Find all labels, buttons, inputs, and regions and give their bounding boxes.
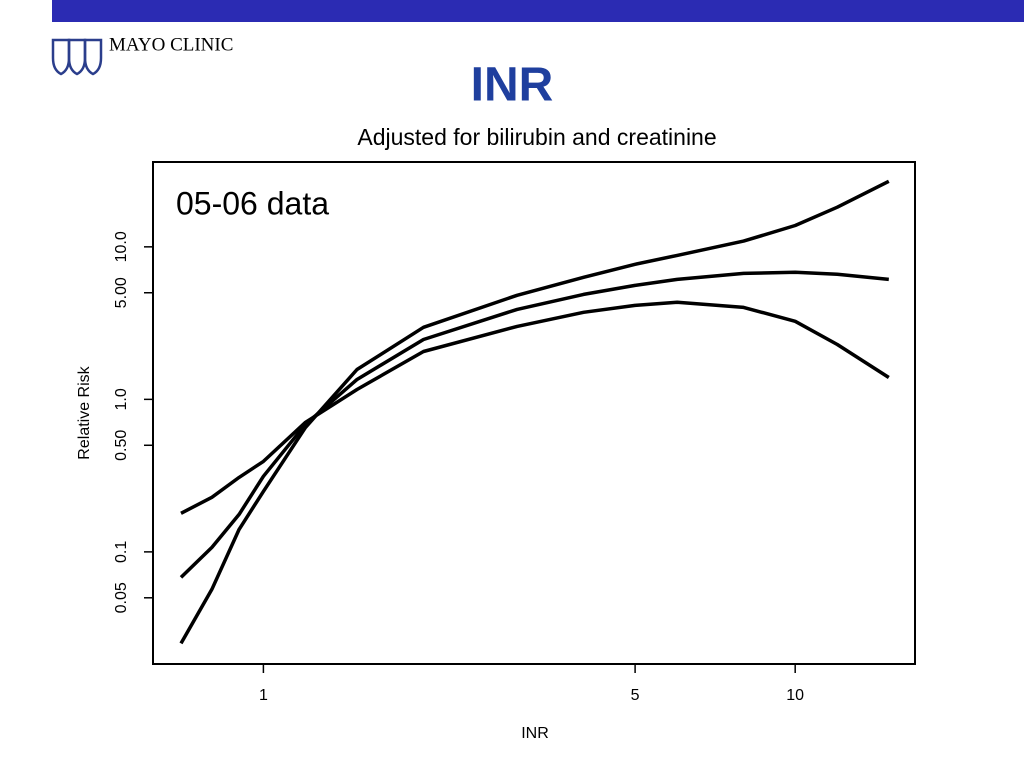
top-bar <box>52 0 1024 22</box>
logo-mark <box>51 38 103 76</box>
y-tick-label: 10.0 <box>113 231 130 262</box>
annotation: 05-06 data <box>176 185 329 221</box>
y-tick-label: 5.00 <box>113 277 130 308</box>
y-tick-label: 0.1 <box>113 541 130 563</box>
y-tick-label: 1.0 <box>113 388 130 410</box>
x-tick-label: 5 <box>631 687 640 704</box>
chart-subtitle: Adjusted for bilirubin and creatinine <box>357 124 716 150</box>
x-tick-label: 1 <box>259 687 268 704</box>
y-tick-label: 0.05 <box>113 582 130 613</box>
slide-title: INR <box>471 59 554 112</box>
logo-text: MAYO CLINIC <box>109 34 233 55</box>
curve <box>180 300 890 515</box>
x-tick-label: 10 <box>786 687 804 704</box>
plot-frame <box>152 161 916 665</box>
curve <box>179 179 890 645</box>
x-axis-label: INR <box>521 725 549 742</box>
curve <box>179 270 889 579</box>
y-tick-label: 0.50 <box>113 430 130 461</box>
y-axis-label: Relative Risk <box>76 365 93 459</box>
